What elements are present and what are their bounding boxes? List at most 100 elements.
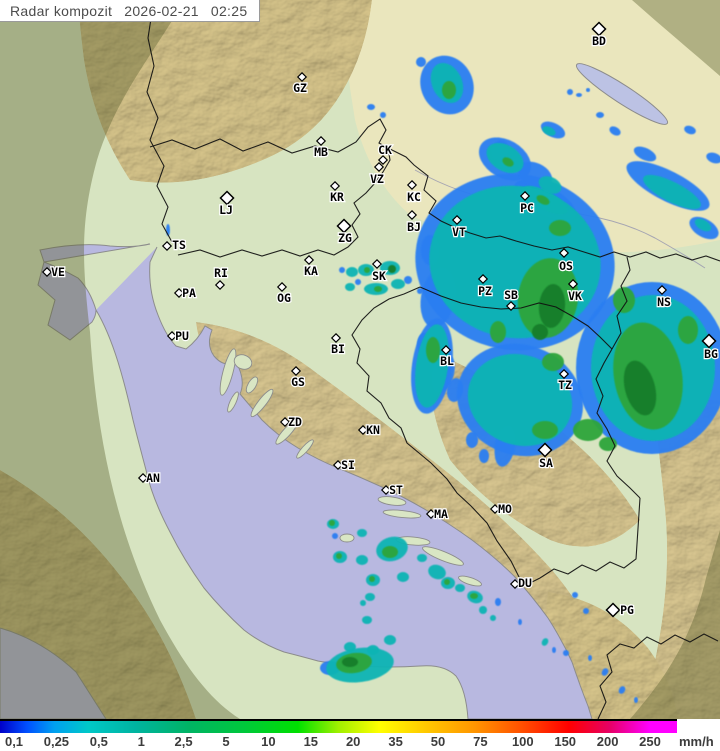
sea-layer bbox=[0, 63, 706, 719]
station-marker-PZ: PZ bbox=[477, 273, 493, 299]
station-marker-MA: MA bbox=[425, 506, 449, 522]
stations-layer: BD GZ MB CK VZ KR KC LJ ZG BJ VT PC TS VE RI PA OG KA SK OS… bbox=[41, 21, 719, 618]
station-label-PG: PG bbox=[620, 603, 634, 617]
station-label-RI: RI bbox=[214, 266, 228, 280]
country-border bbox=[523, 497, 641, 587]
station-diamond-icon bbox=[219, 190, 235, 206]
station-diamond-icon bbox=[591, 21, 607, 37]
station-marker-BD: BD bbox=[591, 21, 607, 49]
station-diamond-icon bbox=[315, 135, 327, 147]
station-marker-KA: KA bbox=[303, 254, 319, 279]
legend-tick: 0,5 bbox=[89, 734, 108, 749]
precip-cell-level2 bbox=[415, 324, 449, 408]
country-border bbox=[597, 633, 719, 719]
country-border bbox=[611, 256, 631, 350]
station-label-OG: OG bbox=[277, 291, 291, 305]
station-label-PZ: PZ bbox=[478, 284, 492, 298]
station-diamond-icon bbox=[329, 180, 341, 192]
precip-cell-level3 bbox=[542, 353, 564, 371]
station-marker-ZG: ZG bbox=[336, 218, 353, 246]
station-marker-RI: RI bbox=[213, 265, 229, 291]
station-marker-ST: ST bbox=[380, 482, 404, 498]
station-marker-MB: MB bbox=[313, 135, 329, 160]
precip-cell-level1 bbox=[567, 89, 573, 95]
country-border bbox=[351, 286, 525, 587]
station-diamond-icon bbox=[440, 344, 452, 356]
station-label-BJ: BJ bbox=[407, 220, 421, 234]
station-marker-BI: BI bbox=[330, 332, 346, 357]
precip-cell-level1 bbox=[576, 93, 582, 97]
station-label-PU: PU bbox=[175, 329, 189, 343]
station-marker-OS: OS bbox=[558, 247, 574, 274]
precip-cell-level3 bbox=[336, 553, 342, 559]
precip-cell-level1 bbox=[479, 449, 489, 463]
station-diamond-icon bbox=[558, 247, 570, 259]
precip-cell-level2 bbox=[345, 283, 355, 291]
intensity-legend: 0,1 0,25 0,5 1 2,5 5 10 15 20 35 50 75 100 150 200 250 m… bbox=[0, 719, 720, 751]
country-border bbox=[419, 286, 613, 350]
precip-cell-level1 bbox=[706, 152, 720, 164]
country-border bbox=[595, 348, 641, 499]
legend-unit: mm/h bbox=[679, 734, 714, 749]
station-marker-ZD: ZD bbox=[279, 414, 303, 430]
station-diamond-icon bbox=[701, 333, 717, 349]
station-marker-BG: BG bbox=[701, 333, 719, 362]
station-diamond-icon bbox=[509, 578, 521, 590]
station-marker-TS: TS bbox=[161, 237, 187, 253]
station-label-BG: BG bbox=[704, 347, 718, 361]
island bbox=[250, 388, 274, 418]
country-border bbox=[149, 118, 720, 262]
radar-map: BD GZ MB CK VZ KR KC LJ ZG BJ VT PC TS VE RI PA OG KA SK OS… bbox=[0, 0, 720, 719]
country-border bbox=[177, 147, 391, 258]
station-label-DU: DU bbox=[518, 576, 532, 590]
station-diamond-icon bbox=[567, 278, 579, 290]
station-marker-KR: KR bbox=[329, 180, 345, 205]
precip-cell-level3 bbox=[329, 520, 335, 526]
station-marker-BJ: BJ bbox=[406, 209, 422, 235]
station-label-PC: PC bbox=[520, 201, 534, 215]
legend-tick: 75 bbox=[473, 734, 488, 749]
station-marker-PC: PC bbox=[519, 190, 535, 216]
legend-tick: 0,25 bbox=[43, 734, 70, 749]
station-label-ZG: ZG bbox=[338, 231, 352, 245]
station-label-VK: VK bbox=[568, 289, 582, 303]
precip-cell-level2 bbox=[360, 600, 366, 606]
station-marker-GS: GS bbox=[290, 365, 306, 390]
precip-cell-level1 bbox=[684, 125, 696, 135]
station-label-OS: OS bbox=[559, 259, 573, 273]
station-label-GZ: GZ bbox=[293, 81, 307, 95]
station-marker-VT: VT bbox=[451, 214, 467, 240]
station-label-AN: AN bbox=[146, 471, 160, 485]
precip-cell-level1 bbox=[572, 592, 578, 598]
legend-tick: 200 bbox=[596, 734, 619, 749]
precip-cell-level2 bbox=[538, 176, 562, 194]
precip-cell-level2 bbox=[397, 572, 409, 582]
station-marker-DU: DU bbox=[509, 575, 533, 591]
station-diamond-icon bbox=[137, 472, 149, 484]
station-marker-VK: VK bbox=[567, 278, 583, 304]
precip-cell-level1 bbox=[404, 276, 412, 284]
precip-cell-level1 bbox=[367, 104, 375, 110]
station-diamond-icon bbox=[336, 218, 352, 234]
precip-cell-level2 bbox=[455, 584, 465, 592]
station-diamond-icon bbox=[425, 508, 437, 520]
station-label-KC: KC bbox=[407, 190, 421, 204]
precip-cell-level1 bbox=[601, 668, 609, 676]
station-marker-TZ: TZ bbox=[557, 368, 573, 393]
station-diamond-icon bbox=[406, 209, 418, 221]
station-diamond-icon bbox=[371, 258, 383, 270]
precip-cell-level3 bbox=[502, 157, 514, 167]
station-label-SB: SB bbox=[504, 288, 518, 302]
legend-tick: 0,1 bbox=[4, 734, 24, 749]
station-label-BD: BD bbox=[592, 34, 606, 48]
station-label-SI: SI bbox=[341, 458, 355, 472]
station-marker-PA: PA bbox=[173, 285, 197, 301]
precip-cell-level1 bbox=[618, 686, 626, 694]
station-label-BI: BI bbox=[331, 342, 345, 356]
station-label-KA: KA bbox=[304, 264, 318, 278]
station-diamond-icon bbox=[332, 459, 344, 471]
station-marker-PG: PG bbox=[605, 602, 635, 618]
station-marker-LJ: LJ bbox=[218, 190, 235, 218]
station-diamond-icon bbox=[519, 190, 531, 202]
radar-range-mask bbox=[0, 0, 720, 719]
